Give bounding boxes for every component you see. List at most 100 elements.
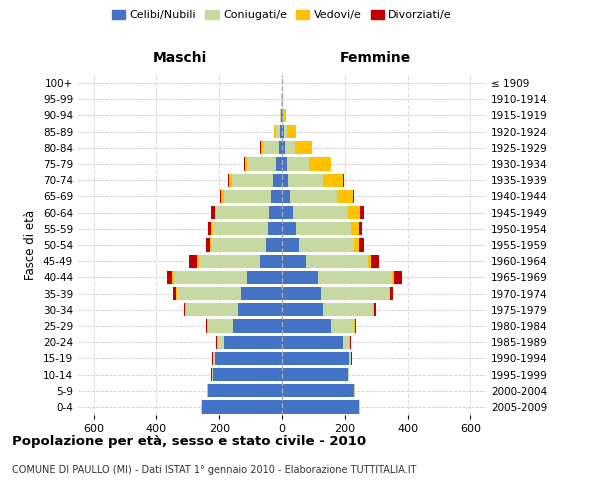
Text: Popolazione per età, sesso e stato civile - 2010: Popolazione per età, sesso e stato civil… <box>12 435 366 448</box>
Bar <box>331 320 354 332</box>
Bar <box>284 125 287 138</box>
Legend: Celibi/Nubili, Coniugati/e, Vedovi/e, Divorziati/e: Celibi/Nubili, Coniugati/e, Vedovi/e, Di… <box>107 6 457 25</box>
Bar <box>217 336 218 349</box>
Bar <box>229 174 232 187</box>
Bar <box>337 190 353 203</box>
Bar <box>233 320 282 332</box>
Bar <box>282 303 323 316</box>
Bar <box>260 254 282 268</box>
Bar <box>208 222 211 235</box>
Bar <box>276 158 282 170</box>
Bar <box>343 336 349 349</box>
Bar <box>224 336 282 349</box>
Bar <box>268 222 282 235</box>
Bar <box>354 238 359 252</box>
Bar <box>269 206 282 220</box>
Bar <box>282 352 349 365</box>
Bar <box>213 352 215 365</box>
Bar <box>271 190 282 203</box>
Bar <box>221 190 224 203</box>
Bar <box>282 336 343 349</box>
Bar <box>282 141 285 154</box>
Bar <box>359 222 362 235</box>
Bar <box>287 125 296 138</box>
Bar <box>282 238 299 252</box>
Bar <box>295 141 312 154</box>
Bar <box>353 190 354 203</box>
Bar <box>281 109 282 122</box>
Bar <box>348 206 361 220</box>
Bar <box>167 270 172 284</box>
Bar <box>174 270 247 284</box>
Bar <box>299 238 354 252</box>
Bar <box>392 270 394 284</box>
Bar <box>284 109 286 122</box>
Bar <box>185 303 186 316</box>
Bar <box>213 222 268 235</box>
Bar <box>282 368 348 381</box>
Bar <box>323 303 373 316</box>
Bar <box>173 287 176 300</box>
Bar <box>244 158 245 170</box>
Bar <box>208 384 282 398</box>
Bar <box>282 125 284 138</box>
Bar <box>368 254 371 268</box>
Bar <box>247 270 282 284</box>
Bar <box>349 336 350 349</box>
Bar <box>282 320 331 332</box>
Bar <box>177 287 241 300</box>
Bar <box>361 206 364 220</box>
Bar <box>172 270 174 284</box>
Bar <box>282 254 305 268</box>
Bar <box>373 303 374 316</box>
Bar <box>290 190 337 203</box>
Bar <box>389 287 390 300</box>
Bar <box>266 238 282 252</box>
Bar <box>232 174 272 187</box>
Text: Femmine: Femmine <box>340 51 412 65</box>
Bar <box>351 222 359 235</box>
Bar <box>260 141 263 154</box>
Bar <box>279 141 282 154</box>
Bar <box>280 125 282 138</box>
Bar <box>241 287 282 300</box>
Bar <box>197 254 199 268</box>
Bar <box>348 368 349 381</box>
Y-axis label: Fasce di età: Fasce di età <box>25 210 37 280</box>
Bar <box>211 238 266 252</box>
Bar <box>374 303 376 316</box>
Bar <box>272 174 282 187</box>
Bar <box>354 384 355 398</box>
Bar <box>208 320 233 332</box>
Bar <box>211 206 215 220</box>
Bar <box>216 206 269 220</box>
Bar <box>293 206 348 220</box>
Bar <box>190 254 197 268</box>
Bar <box>176 287 177 300</box>
Bar <box>308 158 331 170</box>
Bar <box>354 320 355 332</box>
Bar <box>282 287 321 300</box>
Bar <box>355 320 356 332</box>
Text: COMUNE DI PAULLO (MI) - Dati ISTAT 1° gennaio 2010 - Elaborazione TUTTITALIA.IT: COMUNE DI PAULLO (MI) - Dati ISTAT 1° ge… <box>12 465 416 475</box>
Text: Maschi: Maschi <box>153 51 207 65</box>
Bar <box>282 222 296 235</box>
Bar <box>245 158 247 170</box>
Bar <box>224 190 271 203</box>
Bar <box>282 400 359 413</box>
Bar <box>218 336 224 349</box>
Bar <box>263 141 279 154</box>
Bar <box>390 287 394 300</box>
Bar <box>213 368 282 381</box>
Bar <box>282 158 287 170</box>
Bar <box>287 158 308 170</box>
Bar <box>280 109 281 122</box>
Bar <box>282 384 354 398</box>
Bar <box>215 206 216 220</box>
Bar <box>343 174 344 187</box>
Bar <box>212 368 213 381</box>
Bar <box>215 352 282 365</box>
Bar <box>220 190 221 203</box>
Bar <box>274 125 276 138</box>
Bar <box>186 303 238 316</box>
